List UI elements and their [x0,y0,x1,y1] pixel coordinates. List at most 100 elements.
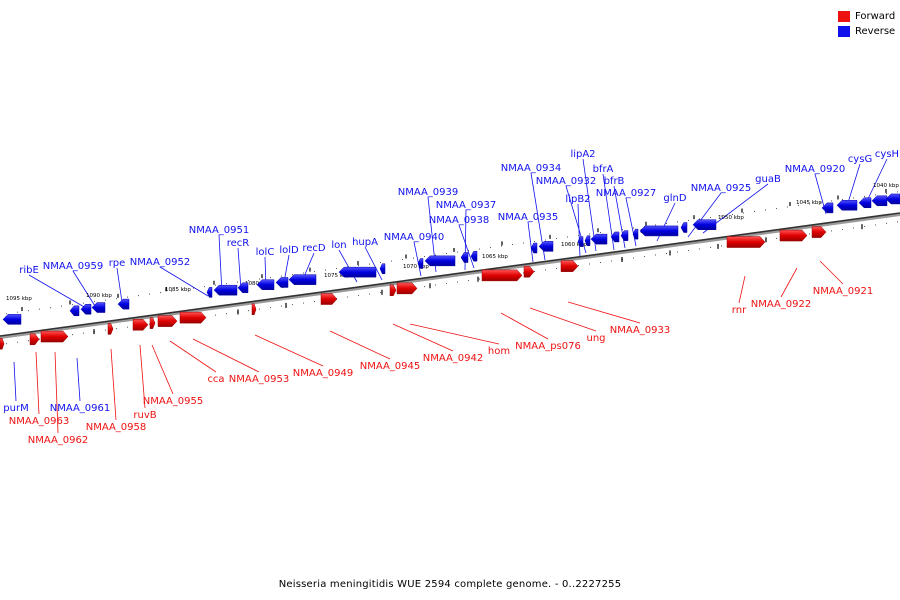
forward-gene-arrow [811,226,827,238]
scale-dot [842,228,843,230]
forward-gene-arrow [0,337,5,350]
tick-label: 1040 kbp [873,183,899,189]
reverse-gene-label: NMAA_0951 [189,225,250,236]
scale-dot [666,222,667,224]
forward-swatch [838,11,850,22]
reverse-gene-arrow [632,228,639,240]
legend-forward-label: Forward [855,11,896,22]
scale-dot [622,228,623,230]
reverse-leader-line [582,158,597,252]
scale-dot [237,281,238,283]
scale-dot [248,310,249,312]
forward-gene-arrow [481,269,523,282]
forward-gene-label: NMAA_0962 [28,435,89,446]
reverse-gene-label: guaB [755,174,781,185]
reverse-gene-arrow [470,250,478,262]
forward-gene-arrow [149,317,156,329]
reverse-leader-line [846,163,861,207]
scale-dot [479,278,480,280]
tick-label: 1045 kbp [796,200,822,206]
scale-dot [754,210,755,212]
reverse-leader-line [72,270,96,307]
forward-gene-arrow [251,303,257,316]
scale-dot [270,307,271,309]
reverse-gene-arrow [692,219,717,230]
reverse-gene-label: hupA [352,237,378,248]
reverse-gene-label: NMAA_0935 [498,212,559,223]
reverse-leader-line [237,247,242,291]
forward-gene-label: ruvB [133,410,156,421]
scale-dot [83,302,84,304]
forward-leader-line [192,338,260,373]
reverse-gene-arrow [379,263,386,274]
scale-dot [721,245,722,247]
scale-dot [600,261,601,263]
reverse-gene-arrow [2,314,22,325]
scale-dot [127,296,128,298]
scale-dot [446,253,447,255]
scale-dot [39,308,40,310]
scale-dot [28,310,29,312]
reverse-gene-label: lipA2 [570,149,595,160]
forward-gene-label: NMAA_0955 [143,396,204,407]
reverse-gene-label: lon [331,240,346,251]
scale-dot [314,301,315,303]
scale-dot [380,292,381,294]
reverse-gene-label: glnD [663,193,686,204]
scale-dot [600,231,601,233]
tick-label: 1085 kbp [165,287,191,293]
scale-dot [116,328,117,330]
scale-dot [831,200,832,202]
reverse-gene-label: bfrB [604,176,625,187]
reverse-gene-label: cysH [875,149,899,160]
reverse-gene-arrow [275,277,289,288]
scale-dot [336,268,337,270]
scale-dot [732,213,733,215]
scale-dot [886,192,887,194]
reverse-gene-arrow [417,258,424,269]
reverse-gene-label: lipB2 [565,194,590,205]
reverse-leader-line [28,274,87,309]
reverse-gene-arrow [590,233,608,245]
scale-dot [105,329,106,331]
reverse-gene-arrow [69,305,80,317]
scale-dot [270,277,271,279]
scale-dot [611,230,612,232]
scale-dot [655,224,656,226]
forward-gene-label: cca [207,374,224,385]
scale-dot [281,275,282,277]
forward-leader-line [151,344,174,395]
reverse-gene-arrow [117,298,130,310]
scale-dot [149,293,150,295]
reverse-leader-line [527,221,534,263]
reverse-gene-arrow [80,303,92,315]
reverse-gene-arrow [885,193,900,205]
forward-gene-label: NMAA_0942 [423,353,484,364]
scale-dot [787,206,788,208]
reverse-gene-arrow [206,287,213,298]
scale-dot [28,340,29,342]
reverse-gene-arrow [530,242,538,254]
forward-gene-arrow [107,323,114,335]
scale-dot [864,195,865,197]
forward-gene-label: ung [586,333,605,344]
forward-gene-arrow [396,282,418,295]
scale-dot [468,280,469,282]
scale-dot [633,227,634,229]
forward-gene-arrow [157,315,178,327]
scale-dot [512,244,513,246]
reverse-gene-label: NMAA_0934 [501,163,562,174]
scale-dot [171,290,172,292]
forward-gene-arrow [560,260,579,272]
scale-dot [116,298,117,300]
forward-gene-label: rnr [732,305,747,316]
scale-dot [204,286,205,288]
scale-dot [853,197,854,199]
reverse-gene-arrow [424,255,456,267]
reverse-gene-arrow [639,225,679,237]
legend-forward: Forward [838,9,895,24]
scale-dot [391,260,392,262]
scale-dot [842,198,843,200]
reverse-gene-label: NMAA_0938 [429,215,490,226]
reverse-gene-arrow [256,279,275,290]
